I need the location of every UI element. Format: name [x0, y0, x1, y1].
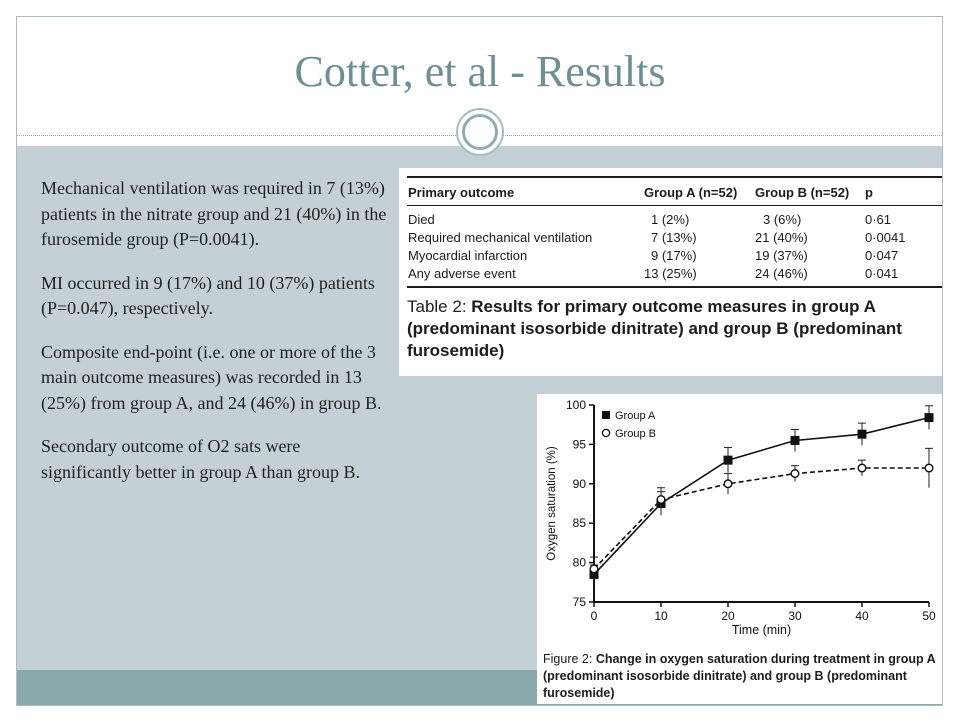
- data-point-group-b: [723, 479, 733, 489]
- data-point-group-b: [790, 469, 800, 479]
- data-point-group-a: [723, 455, 733, 465]
- table-header-outcome: Primary outcome: [408, 185, 515, 200]
- y-axis-label: Oxygen saturation (%): [546, 446, 558, 561]
- data-point-group-b: [924, 463, 934, 473]
- x-tick-label: 20: [721, 609, 735, 623]
- table-top-rule: [407, 176, 942, 178]
- y-tick-label: 95: [573, 437, 587, 451]
- paragraph-ventilation: Mechanical ventilation was required in 7…: [41, 178, 387, 249]
- table-cell: 0·61: [865, 212, 892, 227]
- table-cell: 3 (6%): [763, 212, 802, 227]
- table-header-group-a: Group A (n=52): [644, 185, 738, 200]
- data-point-group-a: [790, 435, 800, 445]
- table-cell: 1 (2%): [651, 212, 690, 227]
- paragraph-composite: Composite end-point (i.e. one or more of…: [41, 341, 382, 413]
- data-point-group-a: [857, 429, 867, 439]
- decorative-circle-icon: [456, 108, 504, 156]
- chart-svg: 75 80 85 90 95 100 0 10 20 30 40 50 Time (min) Oxygen…: [546, 398, 936, 637]
- results-table: Primary outcome Group A (n=52) Group B (…: [399, 168, 942, 376]
- figure-caption-prefix: Figure 2:: [543, 652, 596, 666]
- table-cell: Died: [408, 212, 435, 227]
- table-cell: 24 (46%): [755, 266, 808, 281]
- y-tick-label: 75: [573, 595, 587, 609]
- y-tick-label: 85: [573, 516, 587, 530]
- series-line-group-a: [593, 416, 930, 575]
- table-cell: 7 (13%): [651, 230, 697, 245]
- x-tick-label: 10: [654, 609, 668, 623]
- table-cell: Any adverse event: [408, 266, 516, 281]
- table-bottom-rule: [407, 286, 942, 288]
- table-header-group-b: Group B (n=52): [755, 185, 850, 200]
- legend-marker-group-a: [602, 411, 610, 419]
- table-cell: 0·0041: [865, 230, 906, 245]
- table-cell: Required mechanical ventilation: [408, 230, 593, 245]
- x-tick-label: 0: [591, 609, 598, 623]
- table-cell: 19 (37%): [755, 248, 808, 263]
- table-cell: 9 (17%): [651, 248, 697, 263]
- table-header-p: p: [865, 185, 873, 200]
- y-tick-label: 90: [573, 477, 587, 491]
- figure-caption: Figure 2: Change in oxygen saturation du…: [543, 651, 939, 702]
- slide-title: Cotter, et al - Results: [294, 47, 666, 96]
- slide-frame: [16, 16, 943, 706]
- y-tick-label: 80: [573, 556, 587, 570]
- oxygen-saturation-chart: 75 80 85 90 95 100 0 10 20 30 40 50 Time (min) Oxygen…: [537, 394, 942, 704]
- table-cell: 21 (40%): [755, 230, 808, 245]
- paragraph-secondary: Secondary outcome of O2 sats were signif…: [41, 436, 360, 482]
- figure-caption-bold: Change in oxygen saturation during treat…: [543, 652, 936, 700]
- data-point-group-b: [589, 564, 599, 574]
- legend-label-group-a: Group A: [615, 410, 656, 422]
- x-tick-label: 40: [855, 609, 869, 623]
- data-point-group-a: [924, 413, 934, 423]
- legend-label-group-b: Group B: [615, 428, 656, 440]
- body-text: Mechanical ventilation was required in 7…: [41, 176, 391, 503]
- table-cell: Myocardial infarction: [408, 248, 528, 263]
- series-line-group-b: [593, 467, 929, 570]
- table-caption-bold: Results for primary outcome measures in …: [407, 297, 902, 360]
- legend-marker-group-b: [601, 428, 611, 438]
- table-cell: 0·041: [865, 266, 899, 281]
- y-tick-label: 100: [566, 398, 586, 412]
- x-tick-label: 50: [922, 609, 936, 623]
- x-axis-label: Time (min): [732, 623, 791, 637]
- table-header-rule: [407, 205, 942, 206]
- table-caption-prefix: Table 2:: [407, 297, 472, 316]
- data-point-group-b: [656, 495, 666, 505]
- paragraph-mi: MI occurred in 9 (17%) and 10 (37%) pati…: [41, 272, 375, 319]
- table-cell: 0·047: [865, 248, 899, 263]
- table-caption: Table 2: Results for primary outcome mea…: [407, 296, 927, 362]
- data-point-group-b: [857, 463, 867, 473]
- table-cell: 13 (25%): [644, 266, 697, 281]
- x-tick-label: 30: [788, 609, 802, 623]
